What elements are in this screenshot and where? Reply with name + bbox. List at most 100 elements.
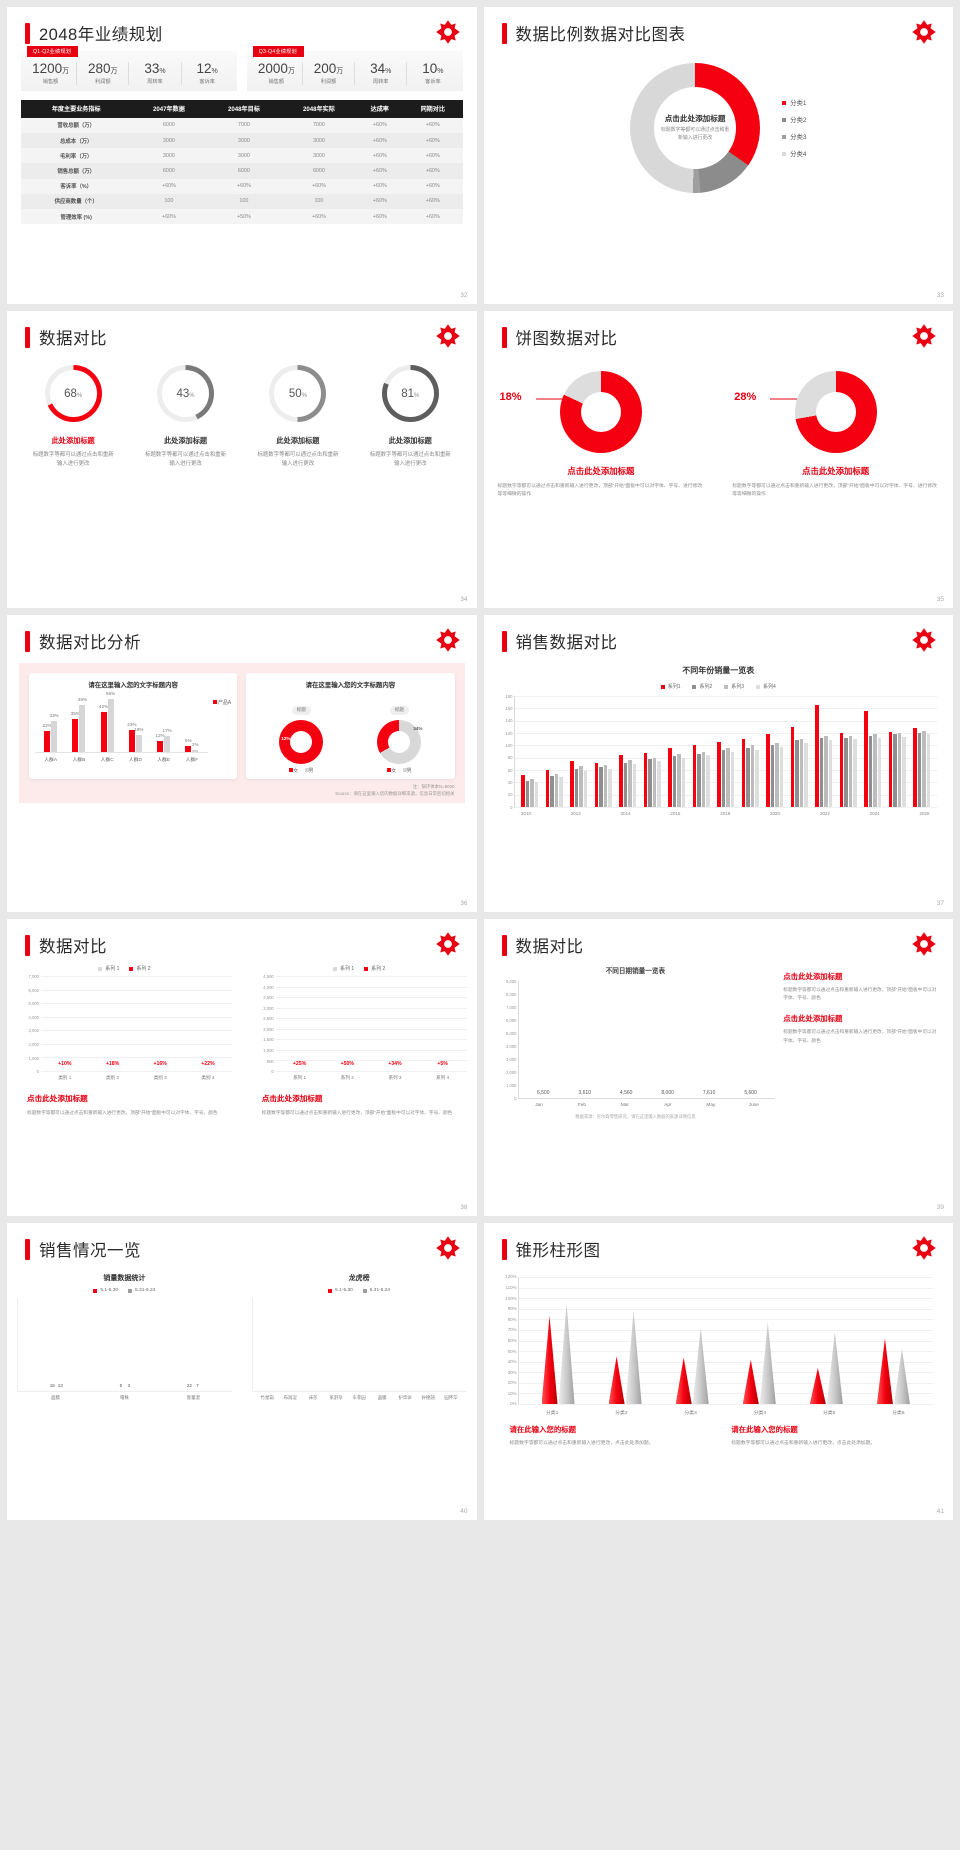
bar[interactable]: [750, 745, 755, 807]
progress-ring[interactable]: 43%: [157, 365, 215, 422]
bar[interactable]: [603, 765, 608, 807]
bar[interactable]: [717, 742, 721, 807]
bar[interactable]: 33%: [50, 713, 59, 752]
bar-chart[interactable]: 9,000 8,000 7,000 6,000 5,000 4,000 3,000 2,000…: [506, 979, 776, 1101]
donut-chart[interactable]: [794, 371, 877, 453]
bar[interactable]: [672, 756, 677, 807]
slide-34[interactable]: 数据对比 68% 此处添加标题 标题数字等都可以通过点击和重新输入进行更改 43% 此处…: [7, 311, 477, 608]
bar[interactable]: 49%: [78, 697, 87, 752]
bar[interactable]: [741, 739, 746, 807]
bar[interactable]: [902, 736, 906, 807]
bar[interactable]: [824, 736, 828, 807]
bar[interactable]: [746, 748, 750, 807]
cone-bar[interactable]: [876, 1338, 893, 1404]
bar[interactable]: [721, 750, 726, 807]
bar[interactable]: [574, 768, 579, 807]
cone-bar[interactable]: [692, 1327, 709, 1404]
bar[interactable]: [848, 736, 853, 807]
bar[interactable]: [893, 734, 897, 807]
bar[interactable]: [559, 777, 563, 807]
bar[interactable]: 6%: [185, 738, 192, 752]
bar[interactable]: [525, 781, 530, 807]
cone-bar[interactable]: [893, 1348, 910, 1404]
bar[interactable]: [926, 734, 931, 807]
cone-bar[interactable]: [675, 1357, 692, 1404]
bar[interactable]: [779, 746, 784, 807]
bar[interactable]: 12%: [156, 733, 165, 752]
cone-bar[interactable]: [809, 1368, 826, 1404]
bar[interactable]: [681, 757, 686, 807]
bar[interactable]: [692, 745, 697, 807]
bar[interactable]: [623, 762, 628, 807]
bar[interactable]: [839, 733, 844, 807]
progress-ring[interactable]: 81%: [381, 365, 439, 422]
cone-bar[interactable]: [759, 1322, 776, 1404]
bar[interactable]: [790, 726, 795, 807]
bar[interactable]: [579, 766, 583, 807]
bar[interactable]: [795, 740, 799, 807]
bar[interactable]: [668, 748, 672, 807]
bar[interactable]: 42%: [99, 704, 108, 752]
analysis-card-bar[interactable]: 请在这里输入您的文字标题内容 22% 33% 35% 49% 42% 56% 23% 18% 1…: [29, 673, 238, 779]
progress-ring[interactable]: 50%: [269, 365, 327, 422]
bar[interactable]: [888, 731, 893, 807]
progress-ring[interactable]: 68%: [44, 365, 102, 422]
bar-chart[interactable]: 4,500 4,000 3,500 3,000 2,500 2,000 1,500 1,000…: [263, 974, 467, 1074]
bar[interactable]: [521, 774, 525, 807]
bar[interactable]: [599, 766, 603, 807]
bar[interactable]: [628, 760, 632, 807]
bar[interactable]: [864, 711, 868, 807]
bar[interactable]: [530, 778, 534, 807]
bar[interactable]: [706, 755, 710, 807]
bar[interactable]: [554, 773, 559, 807]
bar[interactable]: [726, 747, 730, 807]
bar[interactable]: 17%: [163, 728, 172, 752]
bar[interactable]: [583, 771, 588, 807]
bar[interactable]: [545, 770, 550, 807]
bar[interactable]: [534, 782, 539, 807]
bar[interactable]: [877, 737, 882, 807]
cone-bar[interactable]: [541, 1316, 558, 1404]
donut-chart[interactable]: 12%: [279, 720, 324, 764]
analysis-card-pie[interactable]: 请在这里输入您的文字标题内容 标题 12% 标题: [246, 673, 455, 779]
cone-bar[interactable]: [558, 1303, 575, 1404]
bar[interactable]: [697, 753, 701, 807]
bar[interactable]: [657, 761, 661, 807]
slide-41[interactable]: 锥形柱形图 120% 110% 100% 90% 80% 70% 60% 50% 40% 30% 2…: [483, 1223, 953, 1520]
slide-37[interactable]: 销售数据对比 不同年份销量一览表 系列1 系列2 系列3 系列4 180 160 1…: [483, 615, 953, 912]
bar[interactable]: [853, 739, 857, 807]
bar[interactable]: [652, 757, 657, 807]
bar[interactable]: [922, 730, 926, 807]
bar[interactable]: [632, 763, 637, 807]
bar[interactable]: [828, 740, 833, 807]
bar[interactable]: [648, 758, 652, 807]
bar[interactable]: [844, 737, 848, 807]
slide-32[interactable]: 2048年业绩规划 Q1-Q2业绩规划 1200万 销售额 280万 利润额 3…: [7, 7, 477, 304]
slide-39[interactable]: 数据对比 不同日期销量一览表 9,000 8,000 7,000 6,000 5,000…: [483, 919, 953, 1216]
bar[interactable]: [897, 733, 902, 807]
bar-chart[interactable]: 7,000 6,000 5,000 4,000 3,000 2,000 1,000 0 +10%…: [29, 974, 232, 1074]
bar[interactable]: [917, 733, 922, 807]
slide-35[interactable]: 饼图数据对比 18% 点击此处添加标题 标题数字等都可以通过点击和重新输入进行更…: [483, 311, 953, 608]
bar[interactable]: [775, 742, 779, 807]
cone-bar[interactable]: [608, 1356, 625, 1404]
bar[interactable]: [643, 752, 648, 807]
bar[interactable]: [594, 762, 599, 807]
bar[interactable]: 22%: [43, 723, 52, 752]
bar[interactable]: [701, 751, 706, 807]
bar[interactable]: [550, 776, 554, 807]
bar[interactable]: [619, 754, 623, 807]
bar[interactable]: [815, 705, 819, 807]
donut-chart[interactable]: 34%: [377, 720, 422, 764]
bar[interactable]: [570, 760, 574, 807]
bar[interactable]: [819, 737, 824, 807]
slide-40[interactable]: 销售情况一览 销量数据统计 5.1-5.30 5.31-6.24 16 13 5 3 2…: [7, 1223, 477, 1520]
bar[interactable]: [755, 749, 759, 807]
cone-bar[interactable]: [742, 1359, 759, 1404]
bar[interactable]: [766, 734, 770, 807]
bar[interactable]: 56%: [106, 691, 115, 752]
bar-chart[interactable]: 16 13 5 3 22 7: [17, 1298, 232, 1392]
bar[interactable]: [608, 768, 612, 807]
donut-chart[interactable]: 点击此处添加标题 标题数字等都可以通过点击和重新输入进行更改: [630, 63, 761, 193]
